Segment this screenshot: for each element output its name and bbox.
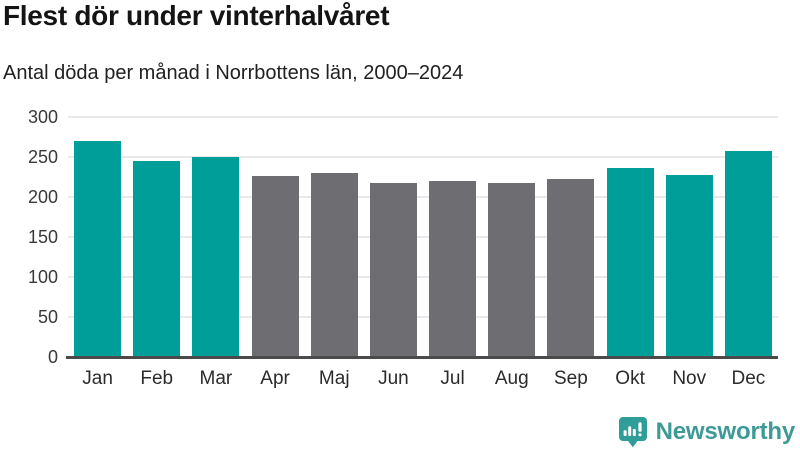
bar-chart-plot-area [68,116,778,357]
bar-sep [547,179,595,357]
bar-jun [369,182,417,357]
x-axis-line [66,356,778,359]
newsworthy-logo-text: Newsworthy [655,418,796,445]
y-tick-label-0: 0 [47,347,58,367]
y-tick-label-250: 250 [27,147,58,167]
bar-jul [429,181,477,357]
x-tick-label-dec: Dec [731,368,766,389]
y-tick-label-150: 150 [27,227,58,247]
y-tick-label-100: 100 [27,267,58,287]
bar-nov [665,174,713,357]
x-tick-label-mar: Mar [199,368,233,389]
x-tick-label-jan: Jan [82,368,113,389]
bar-aug [488,183,536,357]
x-tick-label-maj: Maj [318,368,350,389]
x-tick-label-jul: Jul [440,368,465,389]
bar-apr [251,176,299,357]
bar-okt [606,168,654,357]
bar-dec [724,151,772,357]
newsworthy-chart-bubble-icon [618,417,647,448]
gridline-250 [68,156,778,158]
gridline-100 [68,276,778,278]
bar-maj [310,173,358,357]
x-tick-label-aug: Aug [494,368,529,389]
x-tick-label-feb: Feb [140,368,174,389]
bar-mar [192,157,240,357]
gridline-200 [68,196,778,198]
gridline-150 [68,236,778,238]
chart-title: Flest dör under vinterhalvåret [3,0,390,31]
y-tick-label-50: 50 [37,307,58,327]
gridline-50 [68,316,778,318]
x-tick-label-sep: Sep [554,368,588,389]
bar-jan [74,141,122,357]
x-tick-label-apr: Apr [260,368,290,389]
y-tick-label-300: 300 [27,107,58,127]
newsworthy-logo: Newsworthy [618,416,795,448]
chart-subtitle: Antal döda per månad i Norrbottens län, … [3,62,464,84]
gridline-300 [68,116,778,118]
x-tick-label-nov: Nov [672,368,707,389]
y-tick-label-200: 200 [27,187,58,207]
x-tick-label-jun: Jun [378,368,409,389]
x-tick-label-okt: Okt [615,368,645,389]
bar-feb [133,161,181,357]
